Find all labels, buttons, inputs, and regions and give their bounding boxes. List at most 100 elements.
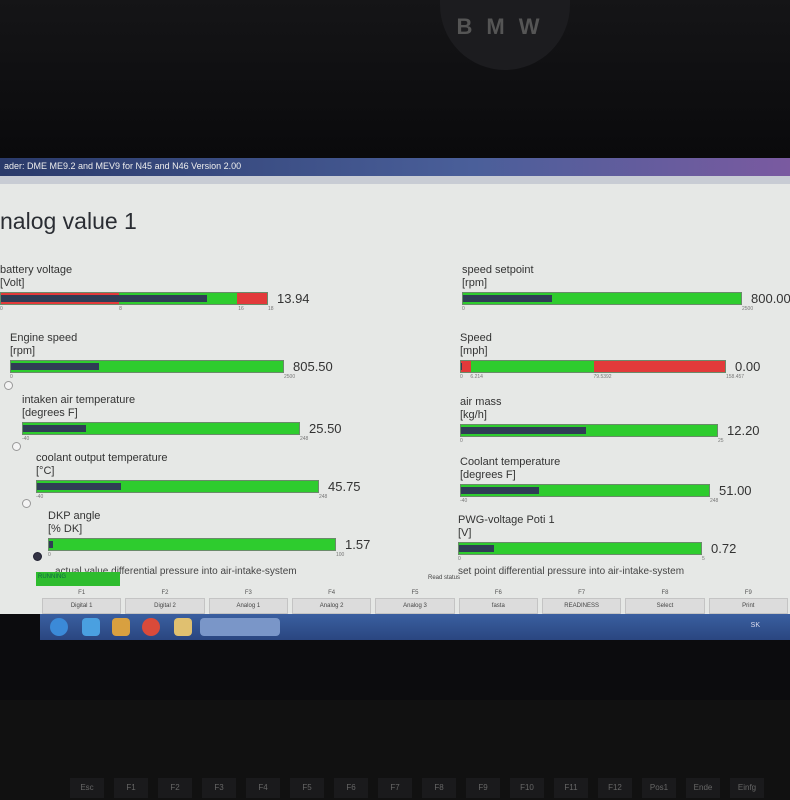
gauge: air mass [kg/h] 12.20 0 25	[460, 396, 760, 445]
gauge: battery voltage [Volt] 13.94 0 8 16 18	[0, 264, 310, 313]
tick-label: 5	[702, 556, 705, 562]
gauge-label-cut: actual value differential pressure into …	[55, 566, 297, 577]
keyboard-key: F6	[334, 778, 368, 798]
fkey-f7[interactable]: F7 READINESS	[541, 586, 622, 614]
tick-label: -40	[36, 494, 44, 500]
gauge: Speed [mph] 0.00 0 6.214 79.5392 158.457	[460, 332, 760, 381]
gauge-value: 45.75	[328, 479, 361, 494]
fkey-button-select[interactable]: Select	[625, 598, 705, 614]
tick-label: 2500	[742, 306, 754, 312]
tick-label: 8	[119, 306, 122, 312]
gauge-ticks: 0 8 16 18	[0, 305, 274, 313]
gauge-zone	[593, 361, 725, 372]
fkey-button-print[interactable]: Print	[708, 598, 788, 614]
radio-button[interactable]	[4, 381, 13, 390]
fkey-f2[interactable]: F2 Digital 2	[125, 586, 205, 614]
gauge-unit: [degrees F]	[460, 469, 516, 481]
gauge-ticks: 0 25	[460, 437, 724, 445]
gauge: PWG-voltage Poti 1 [V] 0.72 0 5	[458, 514, 736, 563]
tick-label: 0	[462, 306, 465, 312]
folder-icon[interactable]	[174, 618, 192, 636]
fkey-f3[interactable]: F3 Analog 1	[208, 586, 288, 614]
fkey-label: F4	[328, 590, 336, 596]
keyboard-key: Pos1	[642, 778, 676, 798]
fkey-button-analog-2[interactable]: Analog 2	[291, 598, 372, 614]
gauge-label: Coolant temperature	[460, 456, 561, 468]
gauge-value: 13.94	[277, 291, 310, 306]
window-title: ader: DME ME9.2 and MEV9 for N45 and N46…	[0, 158, 790, 176]
gauge-unit: [mph]	[460, 345, 488, 357]
gauge-value: 805.50	[293, 359, 333, 374]
gauge-fill	[11, 363, 99, 370]
gauge-unit: [% DK]	[48, 523, 83, 535]
tick-label: 0	[0, 306, 3, 312]
read-status-label: Read status	[428, 575, 461, 581]
gauge-unit: [rpm]	[462, 277, 488, 289]
fkey-button-digital-1[interactable]: Digital 1	[42, 598, 122, 614]
radio-button-selected[interactable]	[33, 552, 42, 561]
gauge-value: 0.72	[711, 541, 737, 556]
gauge-fill	[463, 295, 552, 302]
gauge-value: 800.00	[751, 291, 790, 306]
toolbar-strip	[0, 176, 790, 184]
fkey-f9[interactable]: F9 Print	[708, 586, 788, 614]
tick-label: 248	[300, 436, 309, 442]
fkey-button-analog-3[interactable]: Analog 3	[375, 598, 455, 614]
tick-label: 79.5392	[593, 374, 612, 380]
gauge-fill	[49, 541, 54, 548]
fkey-f4[interactable]: F4 Analog 2	[291, 586, 372, 614]
fkey-button-readiness[interactable]: READINESS	[541, 598, 622, 614]
keyboard-key: F1	[114, 778, 148, 798]
language-indicator[interactable]: SK	[750, 622, 760, 629]
tick-label: 0	[460, 374, 463, 380]
bmw-app-icon[interactable]	[200, 618, 280, 636]
fkey-label: F7	[578, 590, 586, 596]
fkey-button-digital-2[interactable]: Digital 2	[125, 598, 205, 614]
gauge-label: coolant output temperature	[36, 452, 168, 464]
fkey-label: F5	[411, 590, 419, 596]
gauge: DKP angle [% DK] 1.57 0 100	[48, 510, 370, 559]
gauge-zone	[471, 361, 594, 372]
gauge-label: Engine speed	[10, 332, 78, 344]
keyboard-key: F10	[510, 778, 544, 798]
keyboard-key: F2	[158, 778, 192, 798]
chrome-icon[interactable]	[142, 618, 160, 636]
radio-button[interactable]	[22, 499, 31, 508]
gauge-value: 51.00	[719, 483, 752, 498]
radio-button[interactable]	[12, 442, 21, 451]
gauge-label: Speed	[460, 332, 492, 344]
fkey-f6[interactable]: F6 fasta	[458, 586, 538, 614]
fkey-label: F8	[661, 590, 669, 596]
gauge-bar: 0.00	[460, 359, 760, 374]
gauge-bar: 45.75	[36, 479, 361, 494]
gauge-ticks: 0 100	[48, 551, 344, 559]
gauge-label: air mass	[460, 396, 502, 408]
media-player-icon[interactable]	[112, 618, 130, 636]
gauge-ticks: 0 2500	[462, 305, 753, 313]
fkey-label: F2	[161, 590, 169, 596]
tick-label: -40	[22, 436, 30, 442]
gauge-bar: 12.20	[460, 423, 760, 438]
status-badge: RUNNING	[36, 572, 120, 586]
tick-label: 6.214	[470, 374, 483, 380]
tick-label: 0	[458, 556, 461, 562]
fkey-f8[interactable]: F8 Select	[625, 586, 705, 614]
gauge: coolant output temperature [°C] 45.75 -40 24…	[36, 452, 361, 501]
start-orb-icon[interactable]	[50, 618, 68, 636]
gauge: Coolant temperature [degrees F] 51.00 -40 24…	[460, 456, 752, 505]
internet-explorer-icon[interactable]	[82, 618, 100, 636]
fkey-button-fasta[interactable]: fasta	[458, 598, 538, 614]
fkey-button-analog-1[interactable]: Analog 1	[208, 598, 288, 614]
keyboard-key: F7	[378, 778, 412, 798]
gauge-bar: 1.57	[48, 537, 370, 552]
gauge-bar: 0.72	[458, 541, 736, 556]
gauge-ticks: -40 248	[22, 435, 308, 443]
keyboard-key: F8	[422, 778, 456, 798]
gauge-fill	[37, 483, 121, 490]
tick-label: 0	[10, 374, 13, 380]
fkey-f1[interactable]: F1 Digital 1	[42, 586, 122, 614]
fkey-label: F9	[744, 590, 752, 596]
gauge-value: 0.00	[735, 359, 761, 374]
tick-label: 248	[710, 498, 719, 504]
fkey-f5[interactable]: F5 Analog 3	[375, 586, 455, 614]
